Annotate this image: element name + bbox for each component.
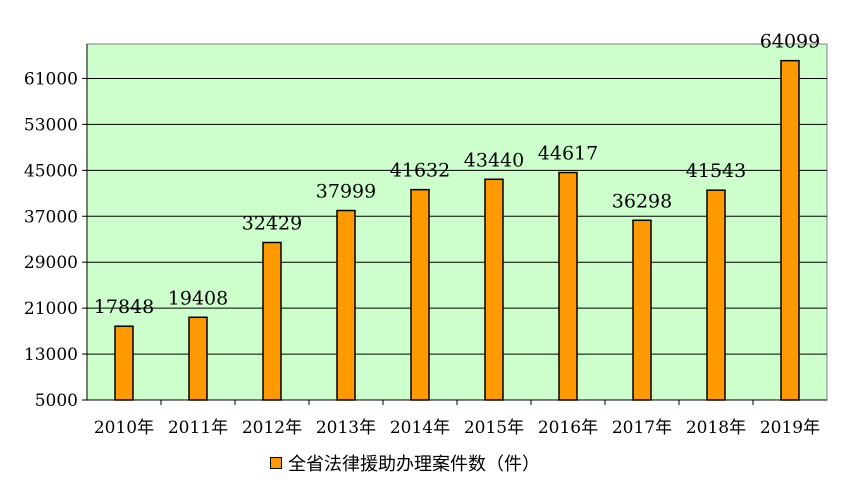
plot-area [86, 43, 828, 401]
x-tick-label: 2018年 [686, 418, 746, 438]
data-label: 44617 [538, 143, 598, 165]
y-tick-label: 21000 [24, 299, 78, 319]
x-tick-label: 2019年 [760, 418, 820, 438]
bar [336, 209, 356, 401]
y-tick-label: 53000 [24, 115, 78, 135]
bar [558, 171, 578, 401]
data-label: 17848 [94, 296, 154, 318]
y-tick-label: 29000 [24, 253, 78, 273]
x-tick-label: 2012年 [242, 418, 302, 438]
bar [706, 189, 726, 401]
y-tick-label: 61000 [24, 69, 78, 89]
bar [484, 178, 504, 401]
bar [262, 241, 282, 401]
data-label: 37999 [316, 181, 376, 203]
x-axis-ticks: 2010年 2011年 2012年 2013年 2014年 2015年 2016年 2017年… [94, 400, 820, 438]
bar [780, 59, 800, 401]
x-tick-label: 2014年 [390, 418, 450, 438]
legend-label: 全省法律援助办理案件数（件） [288, 454, 540, 475]
bar [410, 188, 430, 401]
y-tick-label: 13000 [24, 345, 78, 365]
bar [114, 325, 134, 401]
data-label: 41543 [686, 160, 746, 182]
data-label: 19408 [168, 287, 228, 309]
x-tick-label: 2011年 [168, 418, 228, 438]
x-tick-label: 2017年 [612, 418, 672, 438]
bar [188, 316, 208, 401]
data-label: 36298 [612, 190, 672, 212]
data-labels: 17848 19408 32429 37999 41632 43440 44617 36298… [94, 31, 820, 319]
bar [632, 219, 652, 401]
data-label: 64099 [760, 31, 820, 53]
y-tick-label: 45000 [24, 161, 78, 181]
legend: 全省法律援助办理案件数（件） [270, 450, 540, 476]
gridlines [87, 77, 827, 355]
legend-swatch [270, 457, 282, 469]
y-tick-label: 37000 [24, 207, 78, 227]
data-label: 43440 [464, 149, 524, 171]
y-axis-ticks: 5000 13000 21000 29000 37000 45000 53000 61000 [24, 44, 827, 411]
x-tick-label: 2010年 [94, 418, 154, 438]
bars [114, 59, 800, 401]
y-tick-label: 5000 [35, 391, 78, 411]
data-label: 41632 [390, 160, 450, 182]
x-tick-label: 2013年 [316, 418, 376, 438]
x-tick-label: 2015年 [464, 418, 524, 438]
x-tick-label: 2016年 [538, 418, 598, 438]
data-label: 32429 [242, 213, 302, 235]
